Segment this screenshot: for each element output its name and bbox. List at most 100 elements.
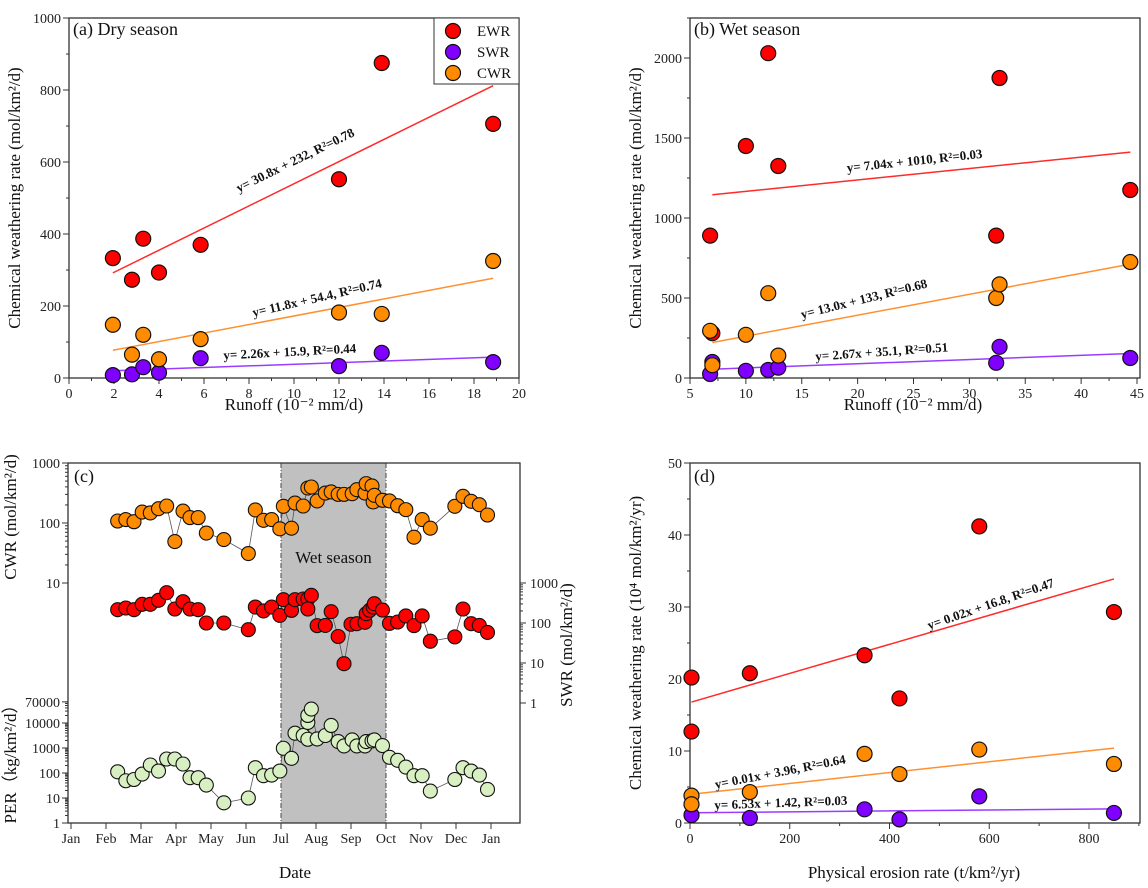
ewr-point [485,115,502,132]
swr-point [479,624,496,641]
swr-fit-line [112,356,494,372]
x-tick-label: 800 [1079,832,1100,847]
x-tick-label: 400 [879,832,900,847]
per-point [198,777,214,793]
cwr-point [471,497,487,513]
panel-b-ylabel: Chemical weathering rate (mol/km²/d) [626,67,645,328]
swr-fit-equation: y= 2.26x + 15.9, R²=0.44 [223,341,357,363]
swr-point [1122,349,1139,367]
swr-point [374,602,391,618]
x-tick-label: 8 [246,387,253,402]
x-tick-label: Nov [409,832,433,847]
x-tick-label: Oct [376,832,396,847]
y-tick-label: 0 [675,372,682,387]
ewr-point [737,137,754,155]
swr-point [135,359,152,376]
x-tick-label: Apr [165,832,187,847]
x-tick-label: 40 [1074,387,1088,402]
panel-d-ylabel: Chemical weathering rate (10⁴ mol/km²/yr… [626,496,645,790]
swr-point [104,367,121,384]
y-tick-label: 200 [40,300,61,315]
swr-fit-line [691,808,1114,814]
swr-point [891,811,908,828]
x-tick-label: Mar [129,832,153,847]
panel-c-swr-label: SWR (mol/km²/d) [557,583,576,707]
swr-point [447,629,463,645]
y-tick-label-cwr: 1000 [32,457,60,472]
cwr-point [770,347,787,364]
x-tick-label: Dec [445,832,468,847]
y-tick-label: 10 [668,745,682,760]
panel-d-title: (d) [694,466,715,487]
ewr-point [760,45,777,62]
panel-d-xlabel: Physical erosion rate (t/km²/yr) [808,863,1020,882]
cwr-point [123,346,141,363]
cwr-point [192,331,209,348]
per-point [150,763,167,779]
cwr-point [373,305,390,323]
swr-point [373,344,390,361]
ewr-point [683,723,700,740]
x-tick-label: 20 [512,387,526,402]
cwr-point [683,796,700,813]
swr-point [737,362,754,379]
swr-point [330,628,346,645]
x-tick-label: 45 [1130,387,1144,402]
ewr-point [150,264,168,281]
x-tick-label: 14 [377,387,391,402]
swr-point [988,354,1005,371]
x-tick-label: 200 [779,832,800,847]
x-tick-label: 15 [795,387,809,402]
ewr-point [741,665,758,682]
cwr-fit-line [712,263,1131,344]
x-tick-label: 16 [422,387,436,402]
x-tick-label: 10 [739,387,753,402]
y-tick-label: 800 [40,84,61,99]
swr-point [192,350,209,367]
swr-point [406,618,422,634]
swr-point [240,622,256,638]
cwr-point [330,304,348,321]
swr-point [398,608,414,624]
y-tick-label-swr: 10 [530,657,544,672]
y-tick-label-per: 1000 [32,742,60,757]
y-tick-label: 40 [668,529,682,544]
ewr-point [702,227,719,244]
ewr-point [770,157,787,175]
swr-point [216,615,232,631]
y-tick-label: 1000 [654,212,682,227]
per-point [303,701,319,717]
y-tick-label-swr: 1000 [530,577,558,592]
ewr-point [971,518,988,535]
y-tick-label: 0 [54,372,61,387]
cwr-point [856,745,873,762]
x-tick-label: 600 [979,832,1000,847]
cwr-point [104,316,121,333]
cwr-point [891,765,908,783]
swr-fit-equation: y= 2.67x + 35.1, R²=0.51 [815,339,949,363]
ewr-point [891,690,908,707]
ewr-point [683,669,700,686]
cwr-fit-equation: y= 11.8x + 54.4, R²=0.74 [251,275,384,319]
panel-c-plot: Wet season Jan Feb Mar Apr May Jun Jul Aug Sep Oct… [25,457,558,847]
cwr-point [240,545,256,562]
x-tick-label: 5 [687,387,694,402]
panel-b-title: (b) Wet season [694,19,800,40]
cwr-point [988,289,1005,307]
per-point [323,717,339,734]
y-tick-label: 2000 [654,52,682,67]
per-point [175,756,191,772]
panel-a-title: (a) Dry season [73,19,178,40]
panel-a-xlabel: Runoff (10⁻² mm/d) [225,395,363,414]
swr-point [485,354,502,371]
ewr-fit-equation: y= 0.02x + 16.8, R²=0.47 [925,575,1056,633]
y-tick-label: 30 [668,601,682,616]
cwr-point [216,531,232,548]
cwr-point [159,498,175,514]
cwr-fit-equation: y= 0.01x + 3.96, R²=0.64 [713,751,847,791]
ewr-point [104,250,121,267]
ewr-fit-line [712,151,1131,196]
x-tick-label: 0 [687,832,694,847]
y-tick-label: 20 [668,673,682,688]
y-tick-label-cwr: 10 [46,577,60,592]
